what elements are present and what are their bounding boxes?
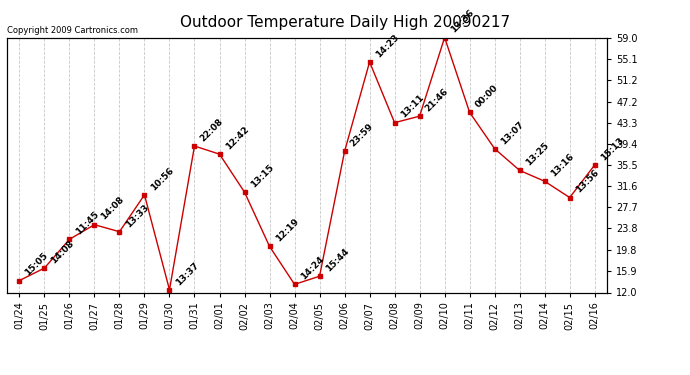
Text: 13:33: 13:33 [124,202,150,229]
Text: 11:45: 11:45 [74,210,100,237]
Text: 13:15: 13:15 [248,163,275,189]
Text: 15:44: 15:44 [324,247,351,273]
Text: 15:13: 15:13 [599,136,625,162]
Text: Outdoor Temperature Daily High 20090217: Outdoor Temperature Daily High 20090217 [180,15,510,30]
Text: 23:59: 23:59 [348,122,375,148]
Text: 12:19: 12:19 [274,217,300,244]
Text: Copyright 2009 Cartronics.com: Copyright 2009 Cartronics.com [7,26,138,35]
Text: 13:25: 13:25 [524,141,551,168]
Text: 13:56: 13:56 [574,168,600,195]
Text: 13:16: 13:16 [549,152,575,178]
Text: 14:08: 14:08 [48,239,75,265]
Text: 21:46: 21:46 [424,87,451,113]
Text: 12:42: 12:42 [224,124,250,152]
Text: 14:23: 14:23 [374,33,400,59]
Text: 10:56: 10:56 [148,165,175,192]
Text: 13:37: 13:37 [174,260,200,287]
Text: 14:08: 14:08 [99,195,125,222]
Text: 00:00: 00:00 [474,83,500,110]
Text: 13:11: 13:11 [399,93,425,120]
Text: 14:24: 14:24 [299,255,326,282]
Text: 22:08: 22:08 [199,117,225,143]
Text: 13:07: 13:07 [499,119,525,146]
Text: 13:36: 13:36 [448,8,475,35]
Text: 15:05: 15:05 [23,251,50,278]
